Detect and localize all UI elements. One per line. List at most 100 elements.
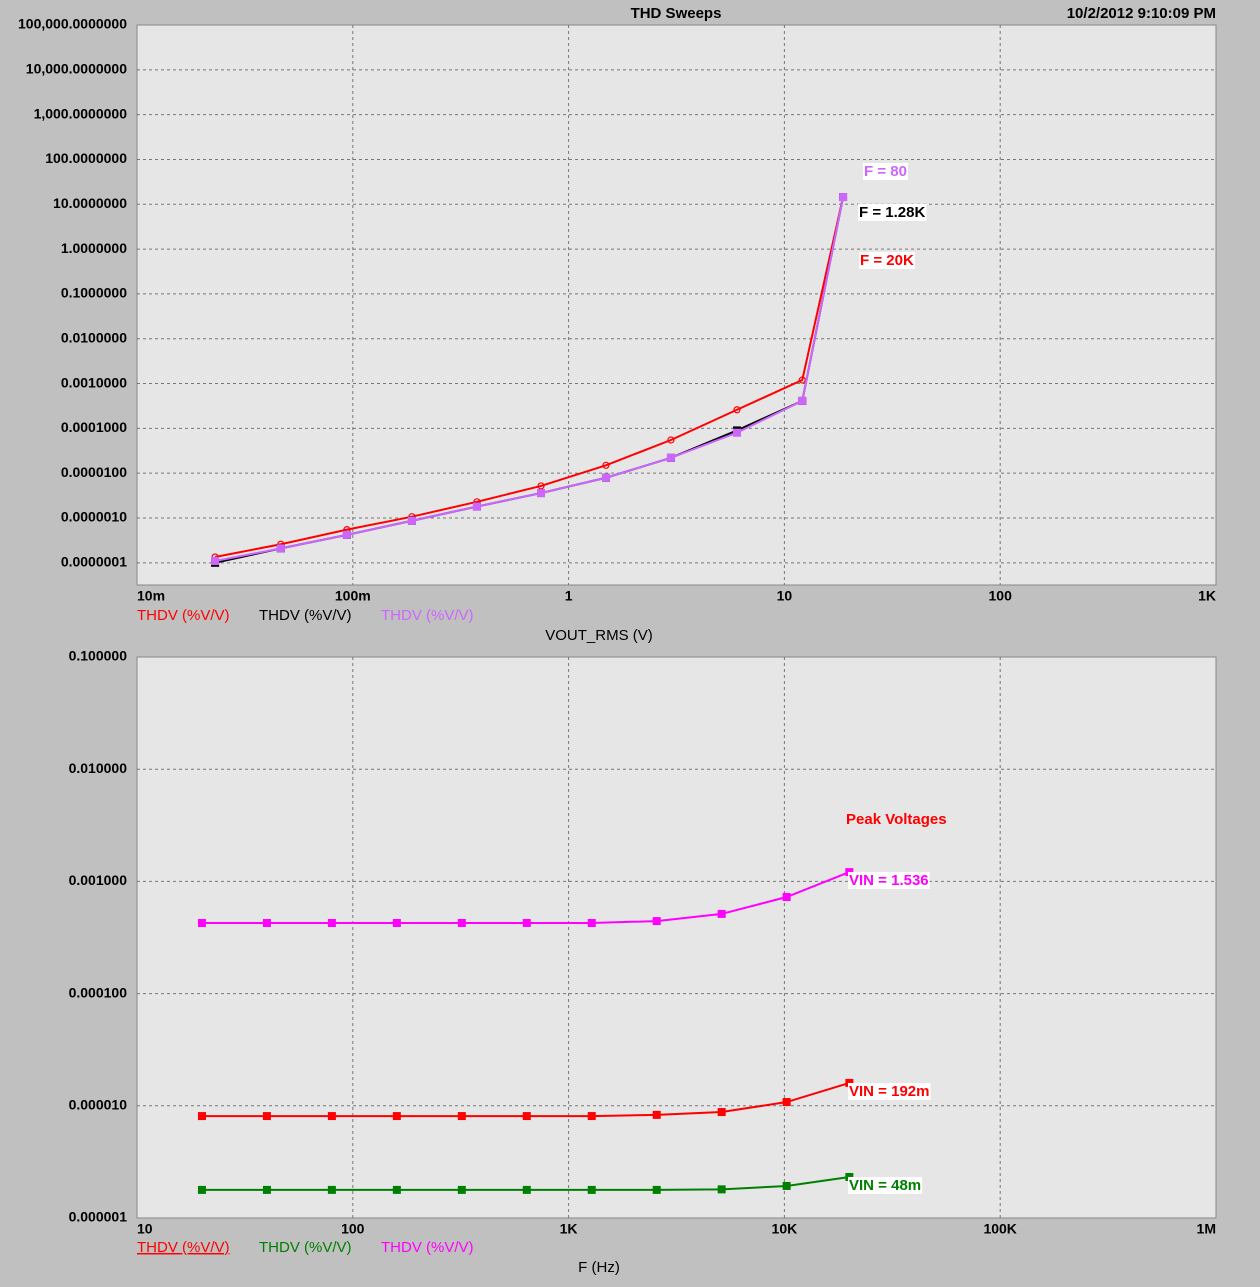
marker <box>602 461 610 469</box>
annotation: Peak Voltages <box>846 811 947 828</box>
x-axis-label: F (Hz) <box>578 1259 620 1276</box>
x-tick-label: 100K <box>983 1221 1016 1237</box>
marker <box>262 918 271 927</box>
marker <box>798 396 807 405</box>
y-tick-label: 0.0100000 <box>61 329 127 345</box>
marker <box>457 918 466 927</box>
annotation-bg <box>858 203 927 221</box>
marker <box>717 1185 726 1194</box>
marker <box>407 516 416 525</box>
y-tick-label: 0.0001000 <box>61 419 127 435</box>
y-tick-label: 0.0000010 <box>61 509 127 525</box>
annotation-text: F = 80 <box>864 163 907 180</box>
x-tick-label: 100 <box>989 588 1013 604</box>
annotation: VIN = 1.536 <box>848 871 930 889</box>
marker <box>262 1112 271 1121</box>
marker <box>717 1108 726 1117</box>
annotation-bg <box>848 871 930 889</box>
y-tick-label: 0.001000 <box>69 872 128 888</box>
marker <box>652 1110 661 1119</box>
x-tick-label: 1 <box>565 588 573 604</box>
y-tick-label: 0.100000 <box>69 648 128 664</box>
marker <box>457 1185 466 1194</box>
plot-area <box>136 656 1217 1219</box>
annotation-bg <box>863 162 908 180</box>
marker <box>782 1181 791 1190</box>
annotation: F = 80 <box>863 162 908 180</box>
annotation-text: F = 1.28K <box>859 204 925 221</box>
x-tick-label: 1K <box>560 1221 578 1237</box>
marker <box>717 909 726 918</box>
annotation-bg <box>859 251 915 269</box>
chart-title: THD Sweeps <box>631 5 722 22</box>
marker <box>652 917 661 926</box>
marker <box>327 1112 336 1121</box>
marker <box>276 544 285 553</box>
y-tick-label: 0.1000000 <box>61 285 127 301</box>
annotation-text: VIN = 48m <box>849 1177 921 1194</box>
marker <box>522 1185 531 1194</box>
marker <box>845 1078 854 1087</box>
marker <box>392 918 401 927</box>
x-tick-label: 10 <box>777 588 793 604</box>
annotation: F = 1.28K <box>858 203 927 221</box>
x-tick-label: 100m <box>335 588 371 604</box>
legend-label: THDV (%V/V) <box>137 1239 230 1256</box>
x-tick-label: 10m <box>137 588 165 604</box>
marker <box>782 1098 791 1107</box>
marker <box>537 489 546 498</box>
annotation-text: VIN = 1.536 <box>849 872 929 889</box>
marker <box>587 1112 596 1121</box>
series-line <box>214 196 845 558</box>
legend-label: THDV (%V/V) <box>259 1239 352 1256</box>
annotation: VIN = 48m <box>848 1176 923 1194</box>
marker <box>537 482 545 490</box>
legend-label: THDV (%V/V) <box>381 607 474 624</box>
annotation-bg <box>848 1082 931 1100</box>
plot-area <box>136 24 1217 586</box>
annotation-text: VIN = 192m <box>849 1083 929 1100</box>
annotation: VIN = 192m <box>848 1082 931 1100</box>
y-tick-label: 10.0000000 <box>53 195 127 211</box>
y-tick-label: 100.0000000 <box>45 150 127 166</box>
y-tick-label: 10,000.0000000 <box>26 61 127 77</box>
x-axis-label: VOUT_RMS (V) <box>545 627 653 644</box>
marker <box>342 530 351 539</box>
marker <box>732 428 741 437</box>
marker <box>472 502 481 511</box>
marker <box>197 918 206 927</box>
x-tick-label: 10K <box>772 1221 798 1237</box>
y-tick-label: 0.000010 <box>69 1097 128 1113</box>
marker <box>327 1185 336 1194</box>
marker <box>392 1185 401 1194</box>
y-tick-label: 1,000.0000000 <box>34 105 128 121</box>
marker <box>798 376 806 384</box>
marker <box>392 1112 401 1121</box>
marker <box>667 436 675 444</box>
marker <box>262 1185 271 1194</box>
y-tick-label: 0.0000001 <box>61 554 127 570</box>
x-tick-label: 10 <box>137 1221 153 1237</box>
marker <box>587 1185 596 1194</box>
marker <box>839 193 848 202</box>
y-tick-label: 0.000100 <box>69 984 128 1000</box>
marker <box>666 453 675 462</box>
y-tick-label: 0.0010000 <box>61 374 127 390</box>
marker <box>197 1185 206 1194</box>
annotation-text: F = 20K <box>860 252 914 269</box>
marker <box>733 406 741 414</box>
y-tick-label: 0.000001 <box>69 1209 128 1225</box>
marker <box>782 893 791 902</box>
x-tick-label: 100 <box>341 1221 365 1237</box>
legend-label: THDV (%V/V) <box>259 607 352 624</box>
marker <box>587 918 596 927</box>
y-tick-label: 0.0000100 <box>61 464 127 480</box>
y-tick-label: 1.0000000 <box>61 240 127 256</box>
marker <box>211 556 220 565</box>
marker <box>197 1112 206 1121</box>
marker <box>327 918 336 927</box>
legend-label: THDV (%V/V) <box>381 1239 474 1256</box>
marker <box>522 1112 531 1121</box>
annotation: F = 20K <box>859 251 915 269</box>
